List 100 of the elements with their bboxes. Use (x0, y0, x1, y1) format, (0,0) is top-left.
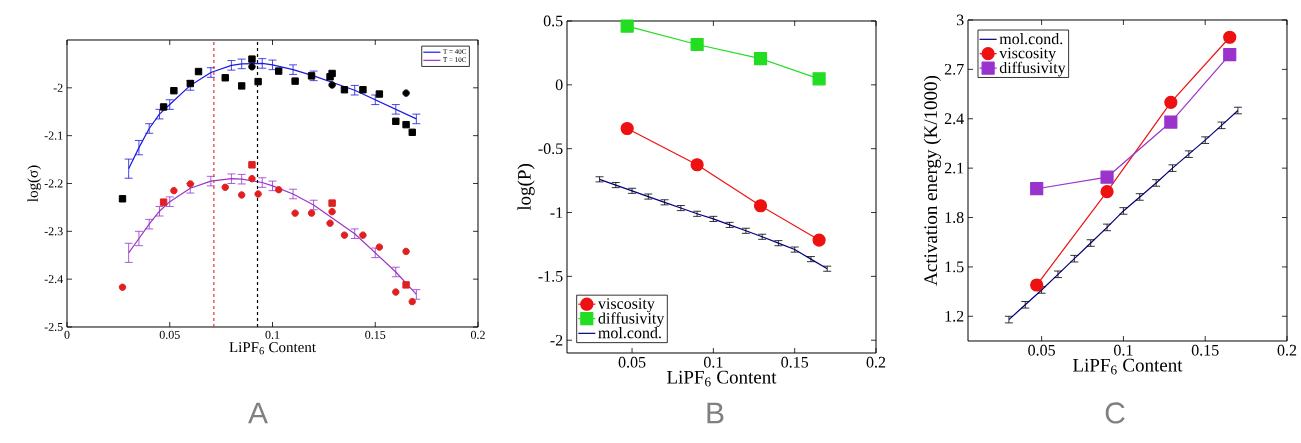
point (221, 74, 229, 82)
y-tick-label: 1.8 (945, 212, 964, 223)
y-tick-label: -2.4 (44, 275, 63, 284)
point (1164, 95, 1178, 109)
point (402, 281, 410, 289)
x-tick-label: 0.15 (1191, 344, 1219, 356)
y-tick-label: -2.1 (44, 131, 63, 140)
legend-label: viscosity (999, 47, 1057, 62)
point (402, 89, 410, 97)
y-tick-label: -2 (53, 83, 63, 92)
x-tick-label: 0.1 (265, 330, 280, 339)
y-tick-label: 2.7 (944, 63, 964, 75)
y-tick-label: -2.3 (44, 227, 63, 236)
point (291, 209, 299, 217)
point (159, 103, 168, 111)
point (812, 72, 826, 86)
legend-label: diffusivity (999, 61, 1066, 77)
point (307, 209, 316, 217)
x-tick-label: 0.15 (781, 356, 809, 368)
y-tick-label: -2.2 (44, 179, 63, 188)
point (1223, 47, 1237, 62)
x-tick-label: 0.1 (703, 356, 723, 368)
point (170, 186, 178, 195)
y-axis-title: log(P) (517, 164, 535, 211)
point (248, 175, 256, 183)
point (1100, 170, 1114, 184)
x-tick-label: 0.2 (866, 356, 886, 368)
point (1164, 115, 1178, 129)
y-tick-label: -2 (550, 334, 563, 346)
x-tick-label: 0.05 (159, 330, 180, 339)
point (408, 128, 416, 137)
point (620, 121, 634, 136)
text: A (248, 402, 268, 424)
point (359, 86, 367, 94)
y-axis-title: log(σ) (27, 165, 42, 202)
y-tick-label: 1.5 (945, 261, 964, 273)
x-axis-title: LiPF$_{6}$ Content (229, 342, 316, 355)
point (328, 199, 336, 207)
point (237, 191, 246, 199)
line-series (1008, 109, 1239, 321)
point (194, 67, 203, 76)
point (340, 86, 349, 94)
point (254, 77, 262, 86)
point (1100, 185, 1114, 199)
point (402, 120, 410, 129)
y-tick-label: 0.5 (543, 15, 563, 27)
point (328, 208, 336, 216)
point (248, 63, 256, 71)
point (328, 81, 336, 89)
line-series (598, 178, 828, 270)
point (254, 190, 262, 198)
point (753, 52, 768, 66)
point (291, 77, 299, 85)
y-tick-label: -2.5 (44, 322, 63, 332)
y-tick-label: 2.4 (944, 113, 964, 125)
y-tick-label: 1.2 (945, 310, 964, 322)
point (159, 198, 168, 206)
x-tick-label: 0.1 (1114, 344, 1133, 356)
point (812, 233, 826, 247)
point (392, 117, 400, 126)
x-tick-label: 0.15 (365, 330, 386, 339)
y-tick-label: -0.5 (538, 143, 563, 155)
point (307, 72, 316, 80)
point (690, 37, 704, 52)
text: B (707, 402, 724, 424)
x-tick-label: 0.2 (1277, 344, 1297, 356)
point (1030, 182, 1044, 196)
point (326, 219, 334, 227)
point (248, 161, 256, 169)
point (1223, 30, 1237, 44)
x-tick-label: 0.2 (470, 330, 485, 339)
point (1030, 278, 1044, 292)
text: C (1105, 402, 1125, 424)
point (221, 183, 229, 192)
x-axis-title: LiPF$_{6}$ Content (667, 370, 777, 387)
point (340, 231, 349, 239)
point (237, 82, 246, 90)
y-tick-label: 3 (956, 14, 964, 26)
point (620, 19, 634, 33)
point (392, 288, 400, 296)
y-axis-title: Activation energy (K/1000) (923, 75, 941, 286)
point (753, 199, 768, 213)
x-axis-title: LiPF$_{6}$ Content (1073, 358, 1183, 375)
y-tick-label: -1 (550, 207, 563, 218)
x-tick-label: 0.05 (618, 356, 646, 368)
legend-label: mol.cond. (598, 327, 661, 339)
point (118, 195, 127, 203)
point (170, 86, 178, 95)
point (690, 158, 704, 172)
point (248, 55, 256, 63)
point (359, 231, 367, 239)
legend-label: mol.cond. (999, 33, 1063, 45)
legend-label: diffusivity (598, 312, 665, 327)
x-tick-label: 0.05 (1028, 344, 1055, 356)
y-tick-label: -1.5 (538, 270, 563, 282)
legend-label: viscosity (597, 298, 655, 313)
x-tick-label: 0 (64, 330, 70, 339)
point (118, 283, 127, 291)
y-tick-label: 0 (555, 79, 563, 91)
point (328, 69, 336, 78)
